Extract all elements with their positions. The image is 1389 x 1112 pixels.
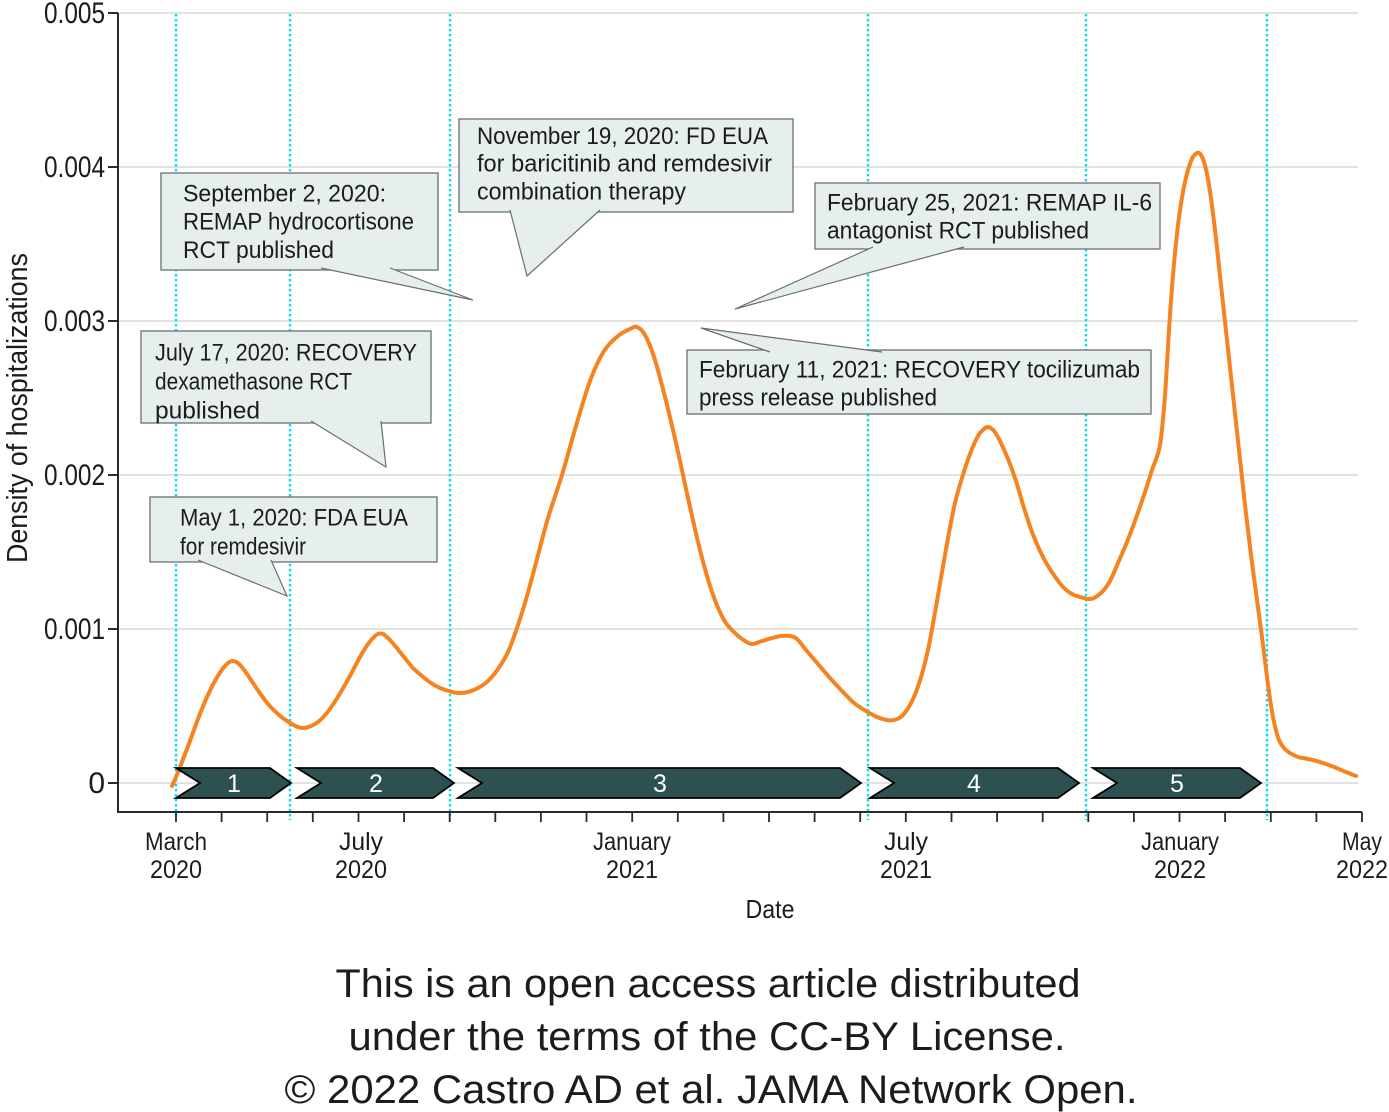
- svg-text:July: July: [339, 828, 383, 856]
- svg-text:0.001: 0.001: [44, 613, 105, 646]
- svg-text:November 19, 2020: FD EUA: November 19, 2020: FD EUA: [477, 123, 768, 150]
- svg-text:under the terms of the CC-BY L: under the terms of the CC-BY License.: [349, 1015, 1066, 1059]
- svg-text:January: January: [1141, 828, 1219, 856]
- svg-text:0.003: 0.003: [44, 305, 105, 338]
- svg-text:0: 0: [88, 767, 105, 800]
- svg-text:dexamethasone RCT: dexamethasone RCT: [155, 368, 352, 395]
- svg-text:press release published: press release published: [699, 385, 937, 412]
- svg-text:July 17, 2020: RECOVERY: July 17, 2020: RECOVERY: [155, 339, 417, 366]
- svg-text:for remdesivir: for remdesivir: [180, 533, 306, 560]
- svg-text:antagonist RCT published: antagonist RCT published: [827, 217, 1089, 244]
- svg-text:5: 5: [1170, 770, 1184, 798]
- svg-text:RCT published: RCT published: [183, 237, 334, 264]
- svg-text:1: 1: [227, 770, 241, 798]
- svg-text:March: March: [145, 828, 207, 856]
- svg-text:February 25, 2021: REMAP IL-6: February 25, 2021: REMAP IL-6: [827, 190, 1152, 217]
- svg-text:published: published: [155, 397, 260, 424]
- svg-text:0.002: 0.002: [44, 459, 105, 492]
- svg-text:3: 3: [653, 770, 667, 798]
- svg-text:July: July: [884, 828, 928, 856]
- svg-text:2021: 2021: [880, 856, 932, 884]
- svg-text:This is an open access article: This is an open access article distribut…: [336, 962, 1081, 1006]
- svg-text:© 2022 Castro AD et al. JAMA N: © 2022 Castro AD et al. JAMA Network Ope…: [285, 1068, 1138, 1112]
- svg-text:May 1, 2020: FDA EUA: May 1, 2020: FDA EUA: [180, 504, 408, 531]
- svg-text:September 2, 2020:: September 2, 2020:: [183, 181, 386, 208]
- svg-text:February 11, 2021: RECOVERY to: February 11, 2021: RECOVERY tocilizumab: [699, 357, 1140, 384]
- svg-text:2022: 2022: [1154, 856, 1206, 884]
- svg-text:2022: 2022: [1336, 856, 1388, 884]
- svg-text:2020: 2020: [150, 856, 202, 884]
- svg-text:Date: Date: [746, 894, 795, 924]
- svg-text:0.005: 0.005: [44, 0, 105, 30]
- svg-text:2: 2: [369, 770, 383, 798]
- svg-text:May: May: [1342, 828, 1382, 856]
- svg-text:0.004: 0.004: [44, 151, 105, 184]
- svg-text:combination therapy: combination therapy: [477, 178, 686, 205]
- svg-text:REMAP hydrocortisone: REMAP hydrocortisone: [183, 209, 414, 236]
- svg-text:January: January: [593, 828, 671, 856]
- svg-text:for baricitinib and remdesivir: for baricitinib and remdesivir: [477, 151, 772, 178]
- svg-text:2020: 2020: [335, 856, 387, 884]
- svg-text:4: 4: [967, 770, 981, 798]
- svg-text:2021: 2021: [606, 856, 658, 884]
- svg-text:Density of hospitalizations: Density of hospitalizations: [2, 253, 34, 563]
